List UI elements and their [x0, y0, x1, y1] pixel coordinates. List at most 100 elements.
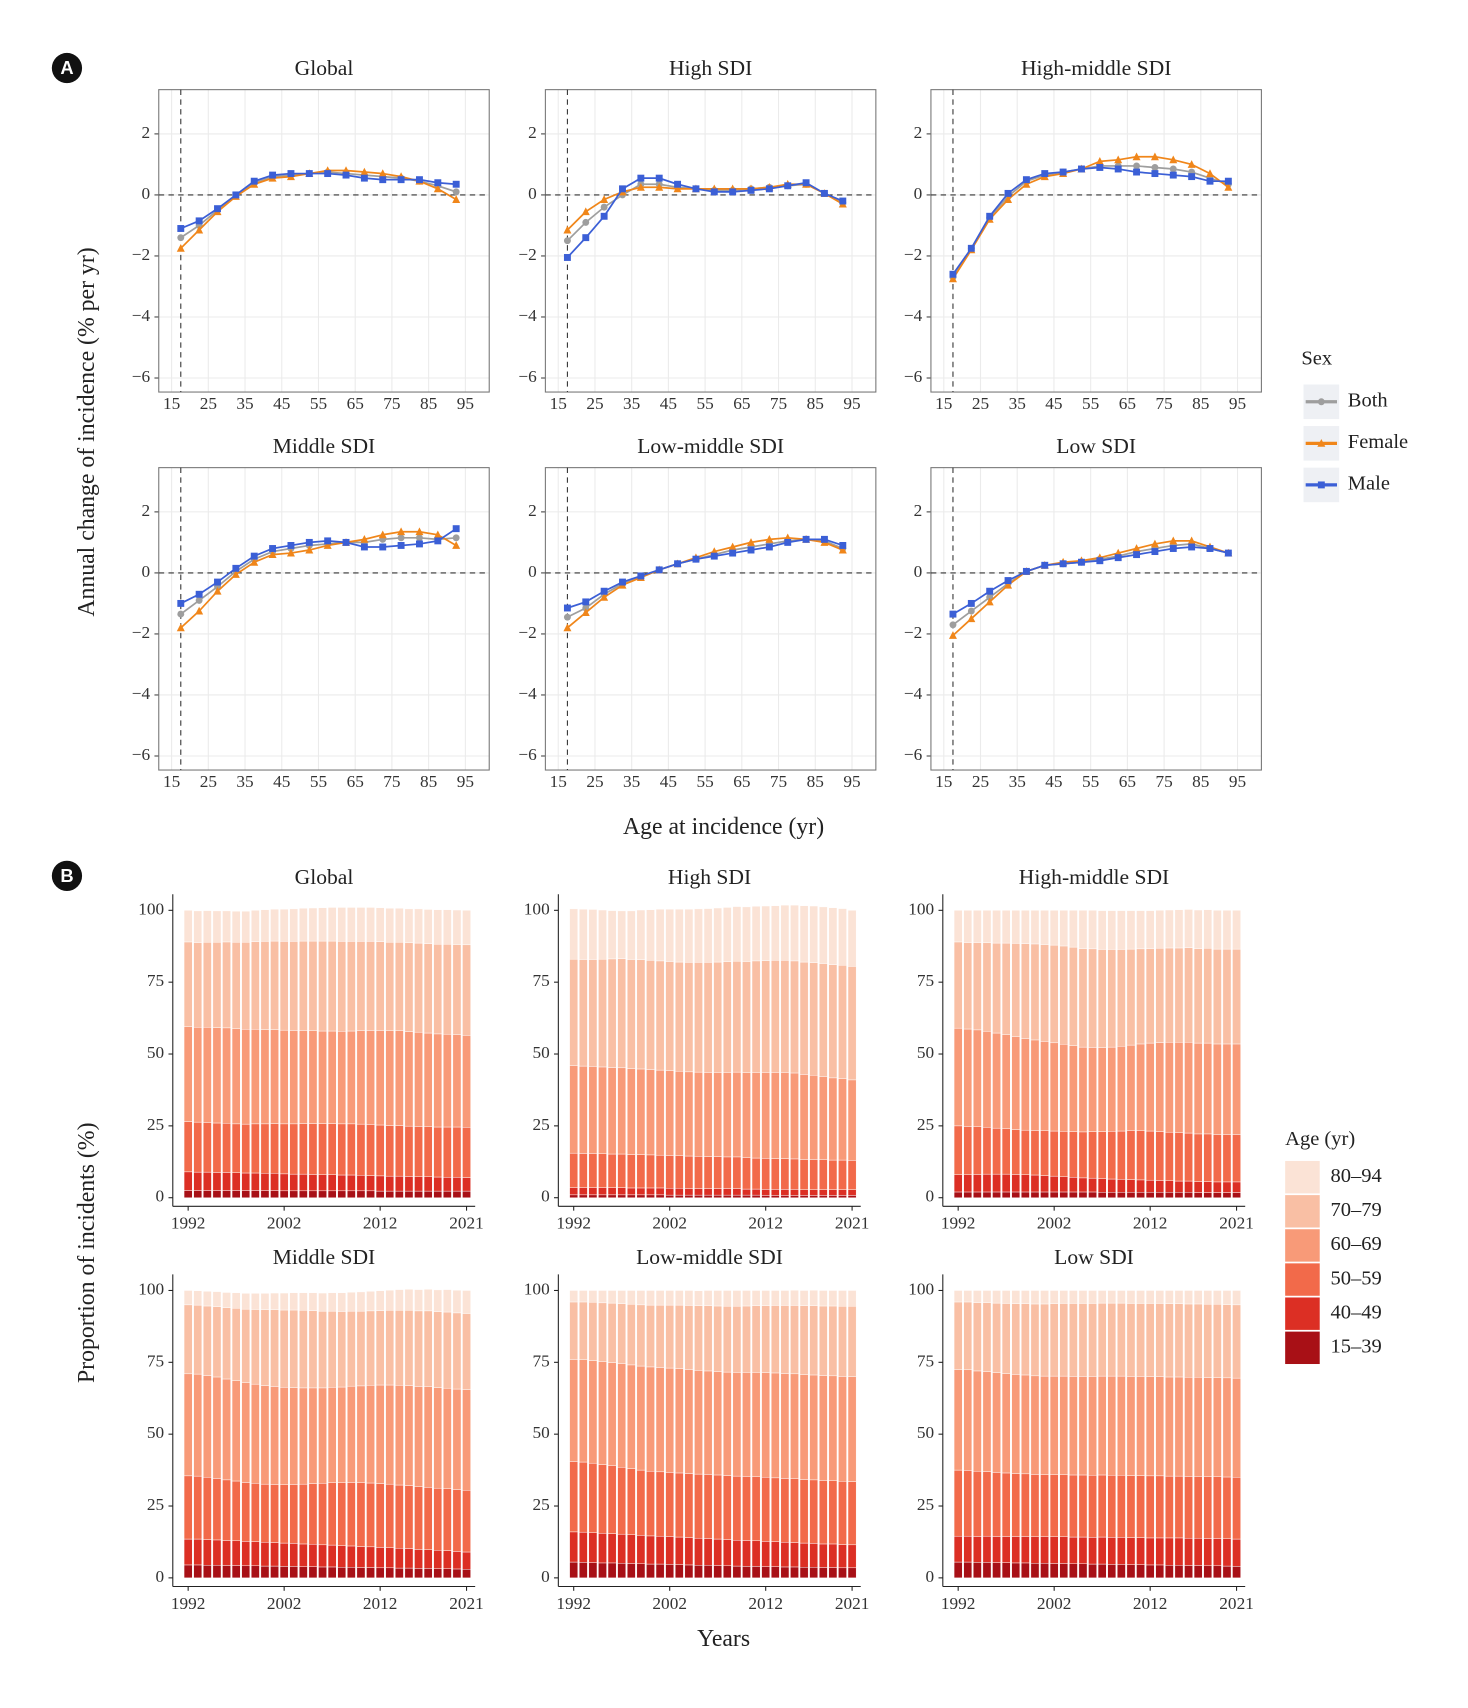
- bar-segment: [607, 1187, 617, 1196]
- bar-segment: [1203, 1042, 1213, 1135]
- bar-segment: [588, 1187, 598, 1196]
- y-tick-label: 25: [917, 1115, 934, 1134]
- bar-segment: [1203, 1290, 1213, 1305]
- bar-segment: [569, 1152, 578, 1188]
- marker: [1133, 162, 1141, 170]
- bar-segment: [790, 1542, 799, 1568]
- bar-segment: [1193, 1537, 1203, 1566]
- bar-segment: [1193, 1565, 1203, 1579]
- bar-segment: [289, 1309, 299, 1388]
- bar-segment: [953, 1125, 963, 1175]
- chart-title: High SDI: [668, 865, 751, 889]
- bar-segment: [636, 909, 646, 960]
- bar-segment: [818, 1480, 828, 1545]
- x-tick-label: 1992: [171, 1594, 206, 1613]
- bar-segment: [579, 1290, 588, 1303]
- bar-segment: [1040, 1375, 1049, 1475]
- bar-segment: [598, 1361, 607, 1465]
- bar-segment: [462, 1177, 471, 1192]
- bar-segment: [395, 1190, 404, 1198]
- bar-segment: [732, 960, 742, 1073]
- bar-segment: [193, 1304, 203, 1375]
- marker: [563, 254, 571, 261]
- bar-segment: [627, 1534, 636, 1564]
- bar-segment: [414, 1289, 423, 1312]
- bar-segment: [452, 1289, 462, 1314]
- bar-segment: [751, 1290, 761, 1306]
- series-line: [566, 536, 844, 629]
- bar-segment: [356, 1190, 366, 1198]
- marker: [1317, 481, 1325, 489]
- bar-segment: [1222, 1192, 1232, 1198]
- bar-segment: [347, 907, 356, 942]
- bar-segment: [973, 1029, 982, 1127]
- x-tick-label: 55: [310, 394, 327, 413]
- bar-segment: [1203, 909, 1213, 949]
- bar-segment: [443, 1488, 452, 1551]
- bar-segment: [260, 941, 270, 1030]
- marker: [619, 578, 626, 586]
- bar-segment: [1040, 944, 1049, 1042]
- bar-segment: [780, 1195, 790, 1198]
- bar-segment: [222, 1479, 231, 1541]
- bar-segment: [1193, 1181, 1203, 1193]
- bar-segment: [366, 1291, 375, 1312]
- bar-segment: [231, 1480, 241, 1542]
- legend-title: Age (yr): [1285, 1128, 1355, 1150]
- series-line: [180, 536, 457, 615]
- bar-segment: [617, 1187, 626, 1196]
- bar-segment: [847, 1481, 857, 1546]
- bar-segment: [799, 1290, 809, 1306]
- bar-segment: [799, 1189, 809, 1196]
- bar-segment: [809, 1289, 818, 1306]
- bar-segment: [462, 1127, 471, 1178]
- bar-segment: [212, 1172, 222, 1191]
- bar-segment: [443, 1550, 452, 1569]
- bar-segment: [1136, 1303, 1145, 1377]
- bar-segment: [1097, 1536, 1107, 1565]
- bar-segment: [1088, 1303, 1097, 1377]
- bar-segment: [569, 1301, 578, 1360]
- bar-segment: [646, 1535, 655, 1565]
- bar-segment: [222, 1172, 231, 1191]
- bar-segment: [569, 1561, 578, 1579]
- bar-segment: [847, 1160, 857, 1190]
- bar-segment: [751, 906, 761, 962]
- bar-segment: [665, 1472, 674, 1537]
- bar-segment: [655, 1471, 665, 1537]
- marker: [581, 207, 590, 216]
- bar-segment: [790, 904, 799, 962]
- marker: [1317, 398, 1325, 406]
- bar-segment: [703, 1156, 713, 1189]
- x-tick-label: 55: [310, 772, 327, 791]
- bar-segment: [703, 908, 713, 963]
- bar-segment: [1136, 1290, 1145, 1304]
- bar-segment: [665, 1194, 674, 1198]
- marker: [1150, 152, 1159, 161]
- bar-segment: [627, 1563, 636, 1579]
- bar-segment: [462, 1313, 471, 1390]
- bar-segment: [1088, 910, 1097, 950]
- bar-segment: [279, 1029, 289, 1125]
- bar-segment: [607, 1153, 617, 1188]
- bar-segment: [212, 1376, 222, 1479]
- bar-segment: [742, 1476, 751, 1541]
- bar-segment: [1021, 1536, 1030, 1564]
- bar-segment: [665, 1304, 674, 1369]
- bar-segment: [665, 1290, 674, 1306]
- bar-segment: [433, 1550, 443, 1569]
- bar-segment: [212, 1027, 222, 1124]
- marker: [176, 244, 185, 252]
- bar-segment: [761, 1305, 770, 1373]
- bar-segment: [828, 1480, 838, 1545]
- bar-segment: [183, 910, 193, 943]
- bar-segment: [395, 1385, 404, 1486]
- bar-segment: [299, 908, 308, 942]
- marker: [582, 218, 590, 226]
- bar-segment: [992, 1173, 1001, 1193]
- bar-segment: [992, 1191, 1001, 1198]
- bar-segment: [1213, 1043, 1222, 1135]
- bar-segment: [617, 1562, 626, 1579]
- bar-segment: [318, 1483, 327, 1546]
- bar-segment: [203, 910, 212, 943]
